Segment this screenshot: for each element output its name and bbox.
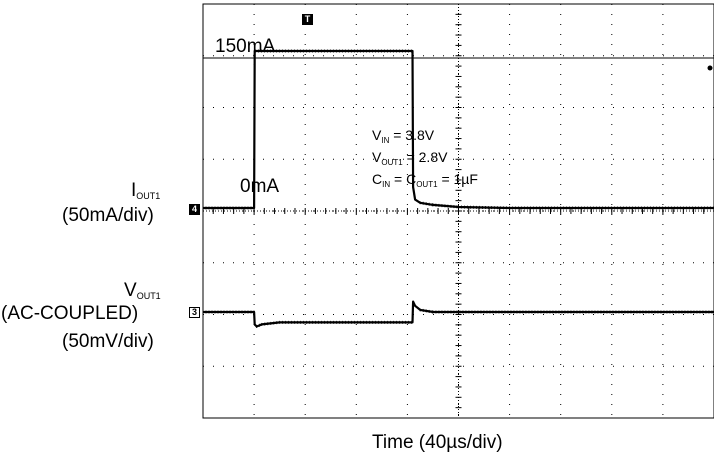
ann-vin-value: = 3.8V (393, 127, 435, 143)
ann-c-1: C (372, 171, 383, 187)
iout1-scale-label: (50mA/div) (62, 205, 154, 226)
x-axis-label: Time (40µs/div) (372, 432, 503, 453)
ann-vin-v: V (372, 127, 382, 143)
annotation-vout1: VOUT1 = 2.8V (372, 149, 447, 167)
iout1-channel-label: IOUT1 (131, 180, 160, 202)
vout1-channel-label: VOUT1 (124, 280, 161, 302)
ann-vout-value: = 2.8V (406, 149, 448, 165)
annotation-vin: VIN = 3.8V (372, 127, 434, 145)
ann-vout-sub: OUT1 (381, 158, 403, 167)
vout1-sub: OUT1 (136, 291, 161, 301)
ann-cout-value: = 1µF (441, 171, 478, 187)
vout1-scale-label: (50mV/div) (62, 331, 154, 352)
high-level-label: 150mA (215, 36, 276, 57)
trigger-marker-icon: T (302, 14, 313, 25)
ann-c-in-sub: IN (382, 180, 391, 189)
vout1-coupling-label: (AC-COUPLED) (1, 303, 139, 324)
iout1-sub: OUT1 (136, 191, 161, 201)
ann-c-eq: = C (394, 171, 417, 187)
iout1-prefix: I (131, 180, 137, 201)
iout1-trace (203, 49, 714, 210)
vout1-prefix: V (124, 280, 137, 301)
ref-end-marker (707, 65, 713, 71)
ann-vin-sub: IN (381, 136, 390, 145)
ann-vout-v: V (372, 149, 382, 165)
ch3-ground-marker-icon: 3 (189, 307, 200, 318)
ann-c-out-sub: OUT1 (416, 180, 438, 189)
low-level-label: 0mA (240, 176, 280, 197)
annotation-cin-cout: CIN = COUT1 = 1µF (372, 171, 478, 189)
ch4-ground-marker-icon: 4 (189, 204, 200, 215)
